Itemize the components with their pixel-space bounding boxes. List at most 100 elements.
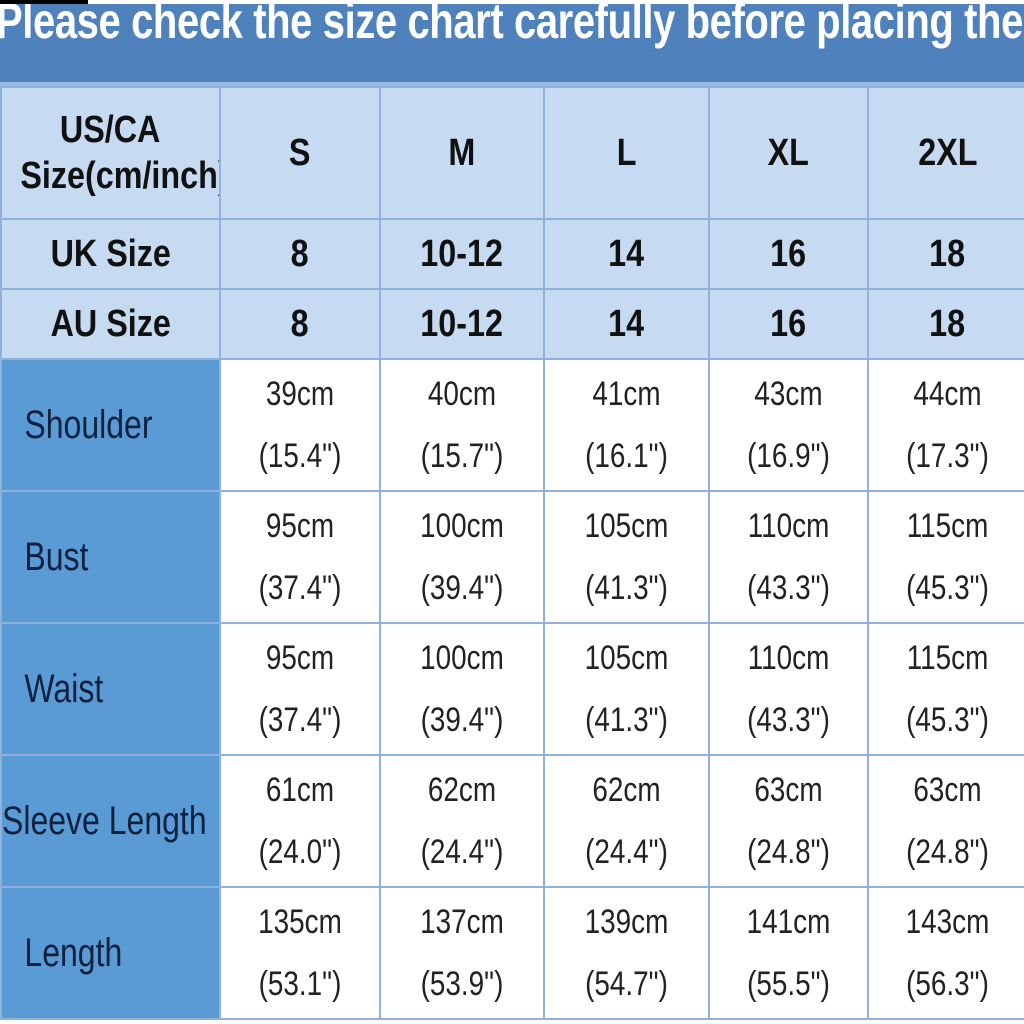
row-label-text: Bust (24, 534, 89, 579)
corner-line1: US/CA (60, 109, 161, 151)
inch-value: (37.4") (258, 701, 342, 739)
inch-value: (24.0") (258, 833, 342, 871)
cm-value: 62cm (592, 771, 661, 809)
cm-value: 105cm (584, 507, 669, 545)
row-label: UK Size (0, 218, 221, 290)
uk-size-cell: 14 (543, 218, 710, 290)
header-row: US/CA Size(cm/inch) S M L XL 2XL (0, 86, 1024, 220)
top-black-bar (0, 0, 88, 4)
cm-value: 63cm (913, 771, 982, 809)
inch-value: (43.3") (747, 569, 830, 607)
cm-value: 40cm (427, 375, 497, 413)
measurement-cell: 110cm (43.3") (708, 622, 869, 756)
row-label-text: Length (24, 930, 123, 975)
cm-value: 44cm (913, 375, 982, 413)
size-header: XL (708, 86, 869, 220)
row-label: Shoulder (0, 358, 221, 492)
measurement-cell: 95cm (37.4") (219, 490, 381, 624)
inch-value: (15.7") (420, 437, 504, 475)
inch-value: (45.3") (906, 569, 989, 607)
measurement-cell: 143cm (56.3") (867, 886, 1024, 1020)
au-size-cell: 8 (219, 288, 381, 360)
measurement-cell: 100cm (39.4") (379, 490, 545, 624)
banner-divider (0, 82, 1024, 88)
measurement-cell: 105cm (41.3") (543, 490, 710, 624)
measurement-cell: 43cm (16.9") (708, 358, 869, 492)
measurement-row: Bust 95cm (37.4") 100cm (39.4") 105cm (4… (0, 490, 1024, 624)
cm-value: 137cm (420, 903, 504, 941)
cm-value: 105cm (584, 639, 669, 677)
inch-value: (15.4") (258, 437, 342, 475)
corner-line2: Size(cm/inch) (20, 155, 220, 197)
measurement-cell: 62cm (24.4") (543, 754, 710, 888)
size-header: M (379, 86, 545, 220)
uk-size-cell: 16 (708, 218, 869, 290)
measurement-cell: 61cm (24.0") (219, 754, 381, 888)
cm-value: 62cm (427, 771, 497, 809)
cm-value: 100cm (420, 507, 504, 545)
measurement-cell: 63cm (24.8") (867, 754, 1024, 888)
cm-value: 115cm (906, 639, 989, 677)
row-label: Bust (0, 490, 221, 624)
inch-value: (17.3") (906, 437, 989, 475)
measurement-cell: 100cm (39.4") (379, 622, 545, 756)
size-header: L (543, 86, 710, 220)
measurement-cell: 141cm (55.5") (708, 886, 869, 1020)
banner: Please check the size chart carefully be… (0, 4, 1024, 82)
cm-value: 100cm (420, 639, 504, 677)
au-size-cell: 18 (867, 288, 1024, 360)
uk-size-cell: 18 (867, 218, 1024, 290)
cm-value: 43cm (754, 375, 823, 413)
row-label-text: Sleeve Length (2, 798, 207, 843)
inch-value: (24.8") (747, 833, 830, 871)
cm-value: 141cm (746, 903, 831, 941)
row-label: Length (0, 886, 221, 1020)
row-label-text: Shoulder (24, 402, 153, 447)
cm-value: 39cm (265, 375, 335, 413)
uk-size-cell: 10-12 (379, 218, 545, 290)
inch-value: (16.1") (585, 437, 668, 475)
size-chart-table: US/CA Size(cm/inch) S M L XL 2XL UK Size… (0, 86, 1024, 1020)
inch-value: (43.3") (747, 701, 830, 739)
banner-text: Please check the size chart carefully be… (0, 4, 1024, 49)
cm-value: 41cm (592, 375, 661, 413)
inch-value: (39.4") (420, 701, 504, 739)
measurement-row: Waist 95cm (37.4") 100cm (39.4") 105cm (… (0, 622, 1024, 756)
cm-value: 63cm (754, 771, 823, 809)
inch-value: (45.3") (906, 701, 989, 739)
measurement-cell: 137cm (53.9") (379, 886, 545, 1020)
measurement-cell: 110cm (43.3") (708, 490, 869, 624)
inch-value: (41.3") (585, 569, 668, 607)
uk-size-row: UK Size 8 10-12 14 16 18 (0, 218, 1024, 290)
au-size-row: AU Size 8 10-12 14 16 18 (0, 288, 1024, 360)
inch-value: (16.9") (747, 437, 830, 475)
inch-value: (53.9") (420, 965, 504, 1003)
cm-value: 95cm (265, 639, 335, 677)
cm-value: 143cm (905, 903, 990, 941)
measurement-row: Length 135cm (53.1") 137cm (53.9") 139cm… (0, 886, 1024, 1020)
inch-value: (55.5") (747, 965, 830, 1003)
cm-value: 135cm (258, 903, 342, 941)
au-size-cell: 10-12 (379, 288, 545, 360)
row-label-text: Waist (24, 666, 104, 711)
inch-value: (54.7") (585, 965, 668, 1003)
measurement-cell: 44cm (17.3") (867, 358, 1024, 492)
cm-value: 61cm (265, 771, 335, 809)
cm-value: 110cm (747, 639, 830, 677)
measurement-cell: 40cm (15.7") (379, 358, 545, 492)
inch-value: (39.4") (420, 569, 504, 607)
inch-value: (56.3") (906, 965, 989, 1003)
measurement-row: Sleeve Length 61cm (24.0") 62cm (24.4") … (0, 754, 1024, 888)
size-header: 2XL (867, 86, 1024, 220)
au-size-cell: 14 (543, 288, 710, 360)
inch-value: (37.4") (258, 569, 342, 607)
measurement-row: Shoulder 39cm (15.4") 40cm (15.7") 41cm … (0, 358, 1024, 492)
corner-header: US/CA Size(cm/inch) (0, 86, 221, 220)
measurement-cell: 63cm (24.8") (708, 754, 869, 888)
cm-value: 95cm (265, 507, 335, 545)
cm-value: 139cm (584, 903, 669, 941)
measurement-cell: 135cm (53.1") (219, 886, 381, 1020)
row-label: AU Size (0, 288, 221, 360)
measurement-cell: 41cm (16.1") (543, 358, 710, 492)
row-label: Waist (0, 622, 221, 756)
